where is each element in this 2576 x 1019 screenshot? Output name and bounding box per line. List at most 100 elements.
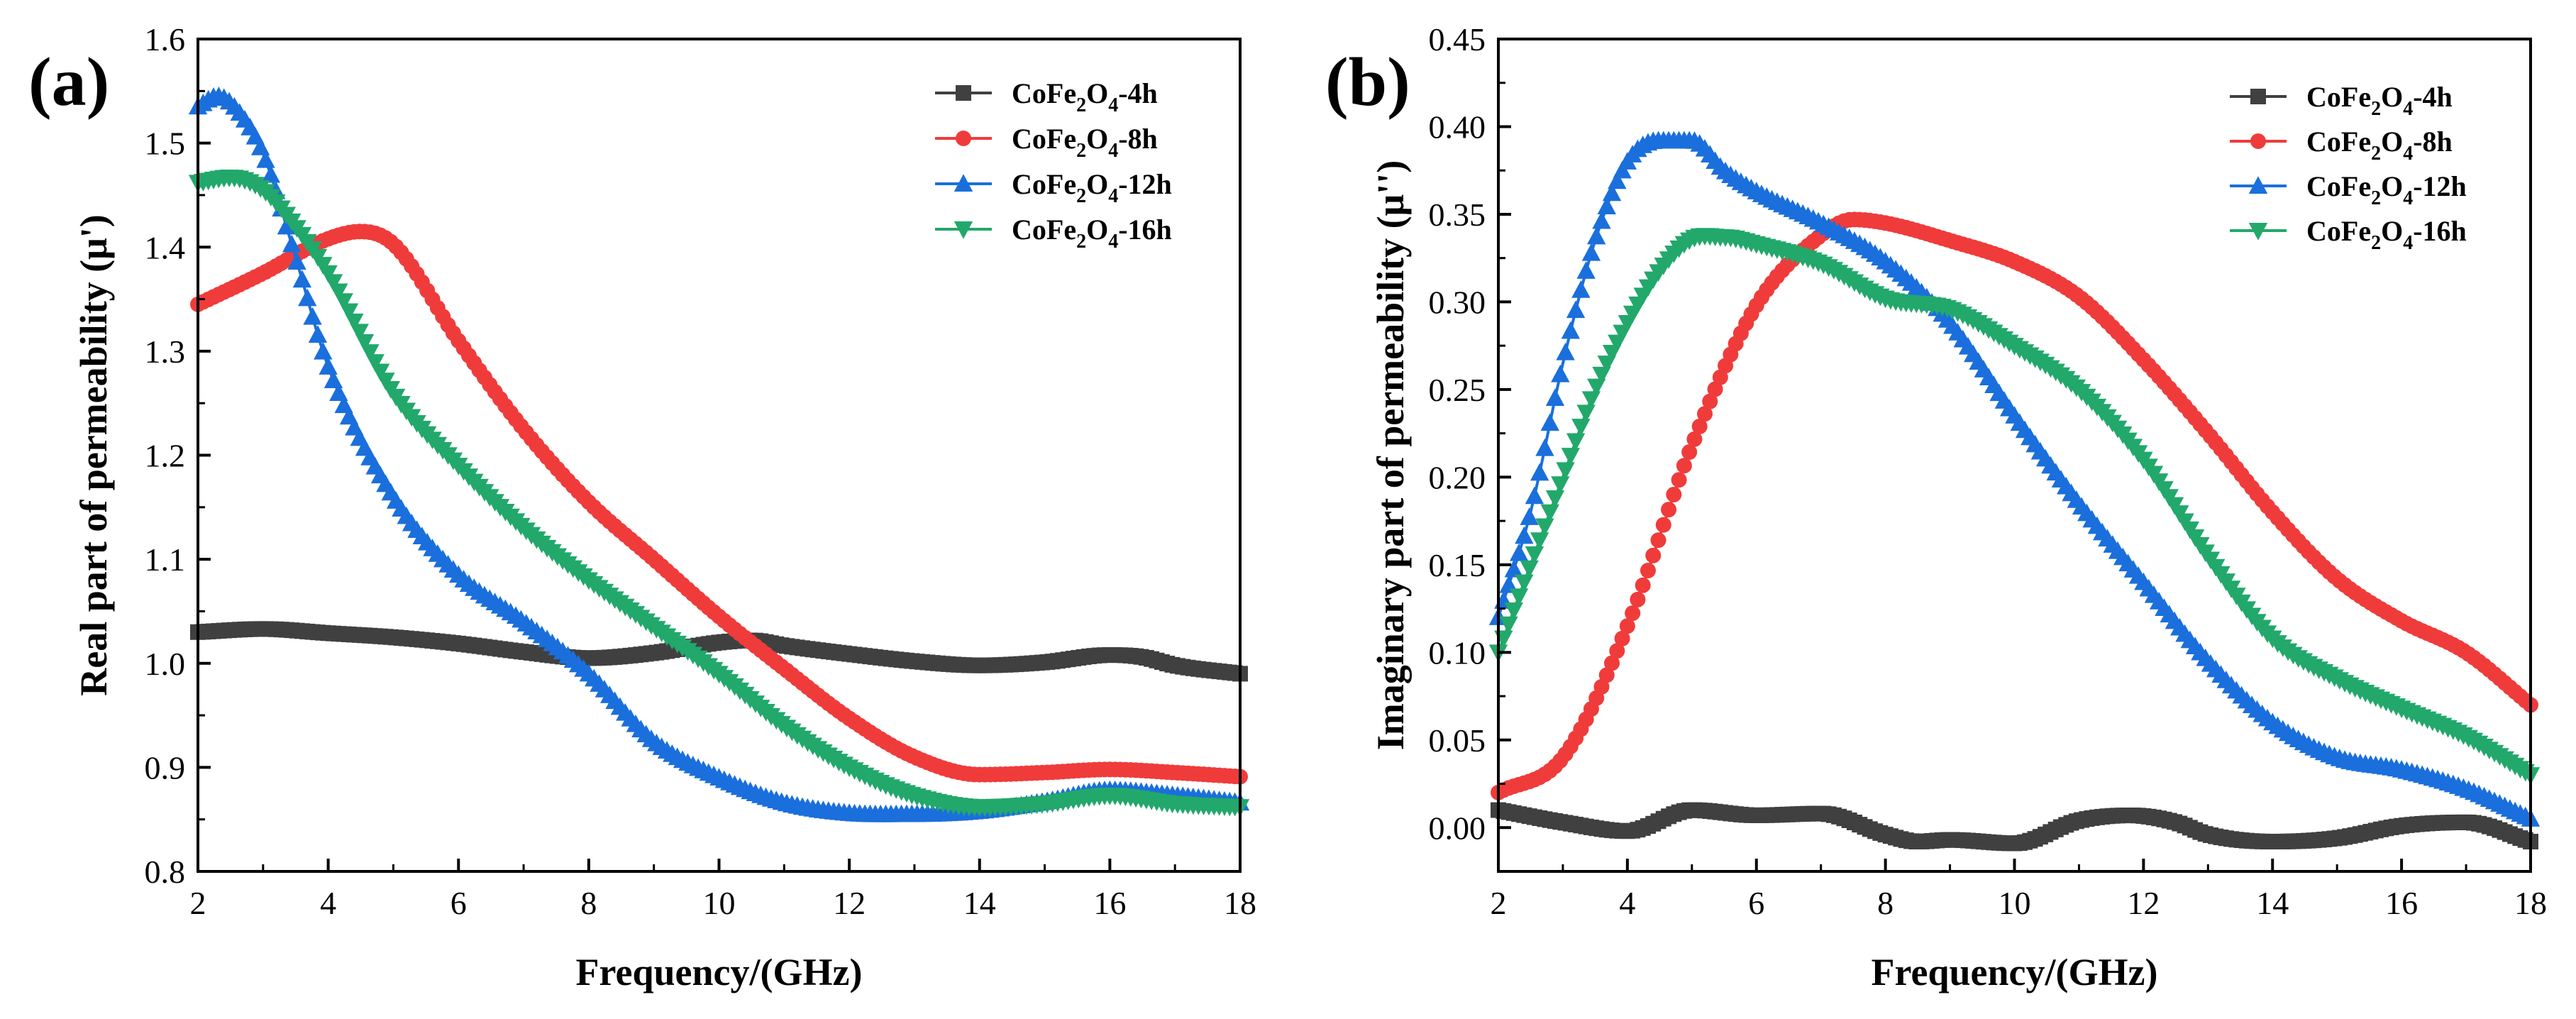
legend-label: CoFe2O4-8h [1012,123,1158,162]
data-point [1515,526,1534,544]
legend-suffix: -16h [2413,215,2467,247]
data-point [1681,444,1698,461]
y-tick-label: 0.00 [1429,810,1486,846]
data-point [1504,559,1524,578]
data-point [1686,431,1703,447]
legend-sub1: 2 [2371,98,2381,120]
data-point [324,274,343,292]
legend-base: CoFe [2306,215,2371,247]
legend-marker [956,131,971,146]
legend-label: CoFe2O4-4h [1012,77,1158,116]
y-tick-label: 1.3 [145,334,186,370]
data-point [1666,486,1682,502]
y-tick-label: 0.15 [1429,547,1486,583]
panel-label: (a) [28,44,109,121]
data-point [1691,418,1708,434]
legend-sub1: 2 [1076,94,1086,116]
x-tick-label: 16 [2385,885,2418,921]
data-point [1576,261,1596,279]
series-CoFe2O4-12h [188,87,1250,822]
data-point [1613,160,1632,179]
data-point [1545,388,1565,407]
legend-suffix: -12h [1118,168,1172,200]
legend-mid: O [2381,170,2403,202]
data-point [365,354,385,372]
data-point [1556,462,1575,480]
data-point [1640,563,1656,579]
x-tick-label: 16 [1093,885,1126,921]
series-line [197,175,1241,809]
data-point [334,293,353,312]
x-tick-label: 2 [190,885,206,921]
x-tick-label: 4 [1619,885,1635,921]
data-point [1545,490,1565,508]
data-point [1571,280,1591,298]
y-tick-label: 1.4 [145,229,186,265]
data-point [1609,643,1625,659]
data-point [1525,546,1544,564]
y-tick-label: 0.20 [1429,459,1486,495]
legend-mid: O [2381,81,2403,113]
legend: CoFe2O4-4hCoFe2O4-8hCoFe2O4-12hCoFe2O4-1… [935,77,1172,253]
data-point [319,265,338,283]
legend-item: CoFe2O4-4h [935,77,1158,116]
legend-sub1: 2 [2371,187,2381,209]
data-point [1566,433,1586,451]
legend-item: CoFe2O4-4h [2230,81,2453,120]
data-point [1671,472,1687,488]
series-CoFe2O4-12h [1488,131,2541,827]
legend-item: CoFe2O4-16h [935,214,1172,253]
y-tick-label: 0.9 [145,749,186,786]
legend-suffix: -4h [1118,77,1158,109]
series-CoFe2O4-8h [1491,211,2538,800]
data-point [1535,518,1554,536]
y-tick-label: 1.5 [145,126,186,162]
legend-sub2: 4 [1108,140,1118,162]
data-point [1499,616,1518,634]
legend-sub1: 2 [2371,232,2381,254]
legend-base: CoFe [1012,214,1076,246]
legend-sub2: 4 [2403,232,2413,254]
data-point [298,288,317,307]
legend-item: CoFe2O4-8h [935,123,1158,162]
legend-sub2: 4 [1108,185,1118,207]
data-point [1650,532,1666,549]
legend-marker [956,85,971,101]
legend: CoFe2O4-4hCoFe2O4-8hCoFe2O4-12hCoFe2O4-1… [2230,81,2467,254]
data-point [1625,605,1641,622]
data-point [1655,517,1671,533]
data-point [339,303,359,321]
data-point [350,324,369,342]
legend-marker [953,174,973,192]
y-axis-title: Real part of permeability (μ') [72,214,115,695]
x-tick-label: 8 [1877,885,1894,921]
data-point [1593,678,1610,695]
data-point [292,270,312,288]
data-point [1561,321,1581,339]
data-point [303,307,322,325]
legend-item: CoFe2O4-8h [2230,126,2453,165]
panel-label: (b) [1325,44,1410,121]
data-point [1525,486,1544,505]
legend-mid: O [1086,123,1108,155]
y-axis-title: Imaginary part of permeability (μ'') [1369,160,1412,751]
data-point [1540,504,1559,522]
data-point [1676,458,1692,474]
data-point [1608,171,1627,189]
data-point [1530,532,1549,551]
data-point [370,363,390,382]
x-tick-label: 2 [1491,885,1507,921]
data-point [1571,419,1591,436]
data-point [1635,577,1651,593]
data-point [256,150,275,168]
plot-frame [197,38,1242,873]
series-CoFe2O4-4h [1491,802,2538,852]
y-tick-label: 0.30 [1429,284,1486,320]
y-tick-label: 1.2 [145,438,186,474]
y-tick-label: 1.0 [145,646,186,682]
data-point [1551,476,1570,494]
data-point [1581,243,1601,261]
data-point [1592,211,1611,229]
legend-base: CoFe [1012,123,1076,155]
